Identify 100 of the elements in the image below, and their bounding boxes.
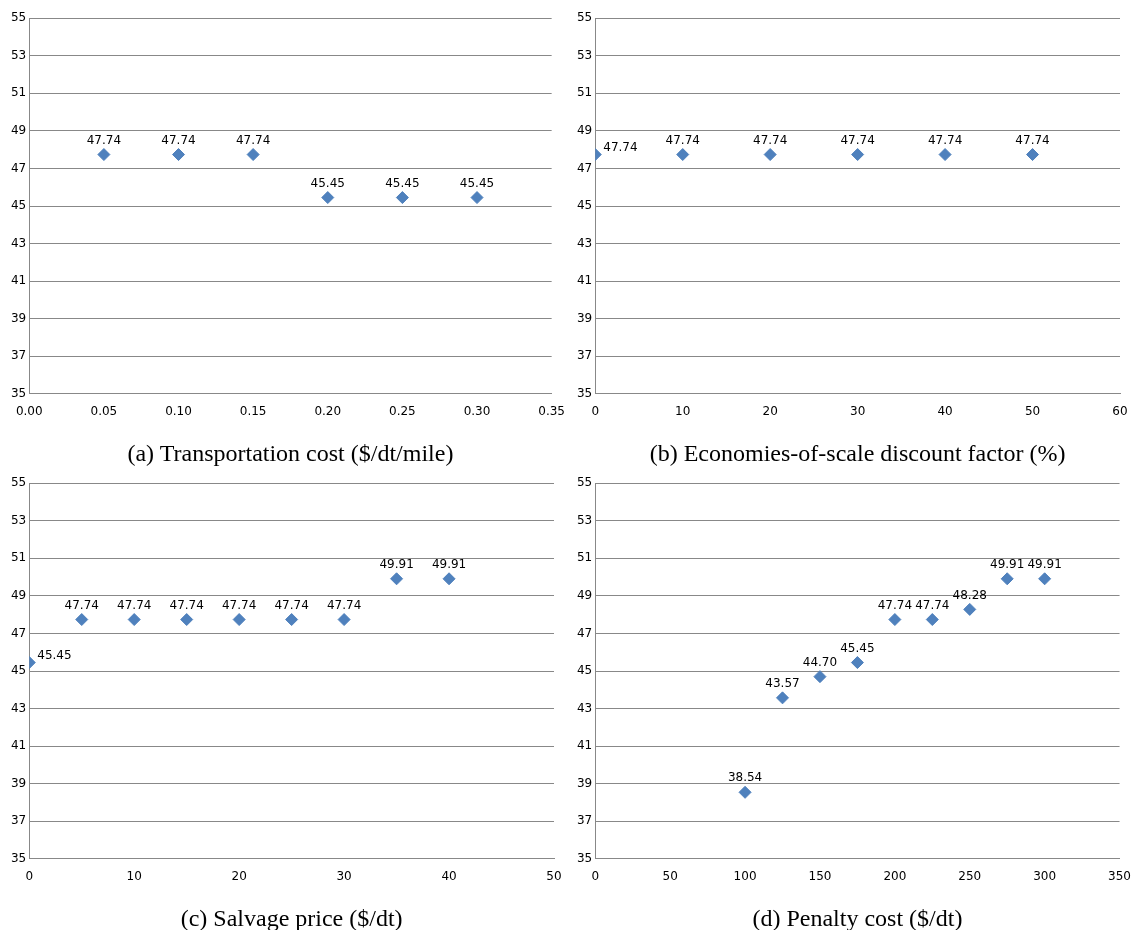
y-tick-label: 47 bbox=[10, 160, 27, 175]
y-tick-label: 41 bbox=[10, 273, 27, 288]
point bbox=[963, 602, 977, 616]
x-tick-label: 50 bbox=[546, 869, 562, 884]
y-tick-label: 47 bbox=[576, 160, 593, 175]
y-tick-label: 43 bbox=[576, 700, 593, 715]
point bbox=[390, 572, 404, 586]
data-label: 47.74 bbox=[117, 597, 152, 612]
x-tick-label: 200 bbox=[883, 869, 907, 884]
point bbox=[925, 613, 939, 627]
data-label: 47.74 bbox=[665, 132, 700, 147]
y-tick-label: 41 bbox=[10, 738, 27, 753]
x-tick-label: 0.05 bbox=[90, 404, 118, 419]
y-tick-label: 41 bbox=[576, 738, 593, 753]
y-tick-label: 53 bbox=[576, 512, 593, 527]
y-tick-label: 37 bbox=[10, 813, 27, 828]
y-tick-label: 47 bbox=[10, 625, 27, 640]
x-tick-label: 30 bbox=[849, 404, 866, 419]
data-label: 49.91 bbox=[379, 556, 414, 571]
data-label: 38.54 bbox=[727, 770, 763, 785]
x-tick-label: 0.35 bbox=[538, 404, 565, 419]
data-label: 47.74 bbox=[927, 132, 963, 147]
data-label: 47.74 bbox=[326, 597, 362, 612]
x-axis-title: (b) Economies-of-scale discount factor (%) bbox=[649, 439, 1066, 466]
point bbox=[776, 691, 790, 705]
point bbox=[232, 613, 246, 627]
y-tick-label: 35 bbox=[10, 850, 27, 865]
data-label: 45.45 bbox=[385, 175, 420, 190]
y-tick-label: 41 bbox=[576, 273, 593, 288]
point bbox=[813, 670, 827, 684]
data-label: 47.74 bbox=[603, 139, 638, 154]
data-label: 47.74 bbox=[86, 132, 122, 147]
data-label: 47.74 bbox=[161, 132, 196, 147]
data-label: 45.45 bbox=[37, 647, 72, 662]
y-tick-label: 55 bbox=[576, 10, 593, 25]
x-tick-label: 40 bbox=[441, 869, 457, 884]
data-label: 49.91 bbox=[1027, 556, 1062, 571]
y-tick-label: 55 bbox=[576, 475, 593, 490]
x-tick-label: 0.15 bbox=[239, 404, 267, 419]
y-tick-label: 39 bbox=[10, 310, 27, 325]
y-tick-label: 39 bbox=[576, 310, 593, 325]
x-tick-label: 0 bbox=[591, 404, 600, 419]
y-tick-label: 37 bbox=[576, 813, 593, 828]
y-tick-label: 53 bbox=[10, 512, 27, 527]
y-tick-label: 39 bbox=[10, 775, 27, 790]
point bbox=[127, 613, 141, 627]
data-label: 47.74 bbox=[877, 597, 913, 612]
x-tick-label: 60 bbox=[1112, 404, 1128, 419]
y-tick-label: 51 bbox=[576, 550, 593, 565]
y-tick-label: 51 bbox=[576, 85, 593, 100]
data-label: 47.74 bbox=[915, 597, 950, 612]
x-tick-label: 300 bbox=[1033, 869, 1057, 884]
y-tick-label: 43 bbox=[576, 235, 593, 250]
x-tick-label: 20 bbox=[231, 869, 247, 884]
point bbox=[1000, 572, 1014, 586]
data-label: 45.45 bbox=[459, 175, 495, 190]
data-label: 47.74 bbox=[274, 597, 309, 612]
x-tick-label: 0.00 bbox=[15, 404, 43, 419]
y-tick-label: 43 bbox=[10, 700, 27, 715]
x-tick-label: 40 bbox=[937, 404, 953, 419]
point bbox=[180, 613, 194, 627]
y-tick-label: 35 bbox=[576, 385, 593, 400]
x-tick-label: 20 bbox=[762, 404, 778, 419]
x-tick-label: 250 bbox=[958, 869, 982, 884]
y-tick-label: 55 bbox=[10, 10, 27, 25]
point bbox=[738, 785, 752, 799]
x-tick-label: 0 bbox=[25, 869, 34, 884]
data-label: 45.45 bbox=[310, 175, 345, 190]
y-tick-label: 51 bbox=[10, 85, 27, 100]
y-tick-label: 45 bbox=[10, 663, 27, 678]
y-tick-label: 35 bbox=[10, 385, 27, 400]
data-label: 43.57 bbox=[765, 675, 800, 690]
point bbox=[442, 572, 456, 586]
data-label: 49.91 bbox=[990, 556, 1025, 571]
x-tick-label: 150 bbox=[808, 869, 832, 884]
x-tick-label: 350 bbox=[1108, 869, 1131, 884]
x-tick-label: 0.30 bbox=[463, 404, 491, 419]
x-tick-label: 10 bbox=[126, 869, 142, 884]
y-tick-label: 53 bbox=[10, 47, 27, 62]
x-tick-label: 0.10 bbox=[165, 404, 192, 419]
data-label: 47.74 bbox=[840, 132, 875, 147]
data-label: 47.74 bbox=[753, 132, 788, 147]
y-tick-label: 49 bbox=[10, 123, 27, 138]
x-tick-label: 100 bbox=[733, 869, 757, 884]
data-label: 49.91 bbox=[431, 556, 467, 571]
y-tick-label: 43 bbox=[10, 235, 27, 250]
y-tick-label: 53 bbox=[576, 47, 593, 62]
y-tick-label: 51 bbox=[10, 550, 27, 565]
point bbox=[75, 613, 89, 627]
y-tick-label: 45 bbox=[576, 663, 593, 678]
data-label: 47.74 bbox=[169, 597, 204, 612]
x-axis-title: (a) Transportation cost ($/dt/mile) bbox=[127, 439, 454, 466]
y-tick-label: 45 bbox=[10, 198, 27, 213]
data-label: 47.74 bbox=[235, 132, 271, 147]
point bbox=[337, 613, 351, 627]
y-tick-label: 45 bbox=[576, 198, 593, 213]
x-tick-label: 0 bbox=[591, 869, 600, 884]
point bbox=[1038, 572, 1052, 586]
point bbox=[888, 613, 902, 627]
data-label: 47.74 bbox=[1015, 132, 1050, 147]
